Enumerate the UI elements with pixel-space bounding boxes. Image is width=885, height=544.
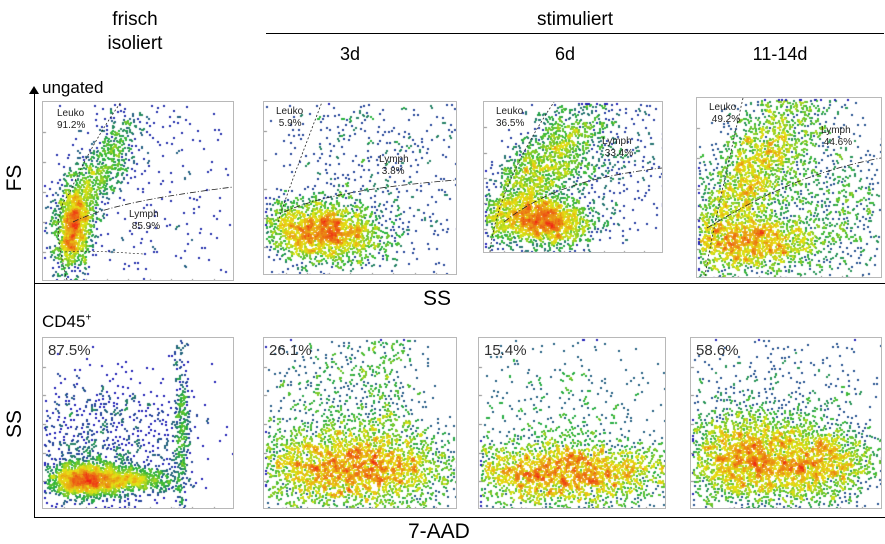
viability-percent: 58.6% [696,342,739,359]
scatter-panel-bottom-6d: 15.4% [478,337,666,509]
gate-lines [57,102,233,280]
row-divider [34,283,885,284]
left-axis-line [34,92,35,518]
density-dots [697,98,881,277]
header-stimulated: stimuliert [536,9,613,30]
header-fresh-line1: frisch [112,9,158,30]
scatter-panel-top-6d: Leuko 36.5% Lymph 33.4% [483,101,663,253]
density-dots [484,102,662,252]
density-dots [691,338,881,508]
density-dots [264,338,456,508]
bottom-x-axis-label: 7-AAD [408,520,470,543]
scatter-panel-bottom-3d: 26.1% [263,337,457,509]
bottom-gate-label: CD45+ [42,312,92,331]
header-day-11-14: 11-14d [752,44,808,64]
gate-label: Leuko 91.2% [57,108,86,131]
header-divider [266,33,884,34]
density-dots [264,102,456,274]
top-x-axis-label: SS [423,287,452,310]
viability-percent: 26.1% [269,342,312,359]
arrow-up-icon [29,86,39,94]
scatter-panel-top-3d: Leuko 5.9% Lymph 3.8% [263,101,457,275]
viability-percent: 15.4% [484,342,527,359]
density-dots [479,338,665,508]
viability-percent: 87.5% [48,342,91,359]
scatter-panel-bottom-fresh: 87.5% [42,337,234,509]
header-fresh: frisch isoliert [70,8,200,56]
gate-label: Leuko 5.9% [276,106,304,129]
header-day-3: 3d [339,44,361,64]
gate-label: Lymph 3.8% [379,154,409,177]
bottom-y-axis-label: SS [3,410,26,439]
gate-lines [277,102,456,223]
gate-label: Leuko 49.2% [709,102,741,125]
bottom-axis-line [34,517,885,518]
gate-label: Lymph 85.9% [129,209,161,232]
gate-lines [704,98,881,277]
density-dots [43,338,233,508]
header-fresh-line2: isoliert [107,33,163,54]
gate-lines [489,102,662,252]
top-y-axis-label: FS [3,164,26,192]
top-gate-label: ungated [42,78,104,97]
gate-label: Lymph 33.4% [602,136,634,159]
scatter-panel-bottom-11-14d: 58.6% [690,337,882,509]
scatter-panel-top-11-14d: Leuko 49.2% Lymph 44.6% [696,97,882,278]
header-day-6: 6d [554,44,576,64]
scatter-panel-top-fresh: Leuko 91.2% Lymph 85.9% [42,101,234,281]
gate-label: Leuko 36.5% [496,106,525,129]
gate-label: Lymph 44.6% [821,125,853,148]
